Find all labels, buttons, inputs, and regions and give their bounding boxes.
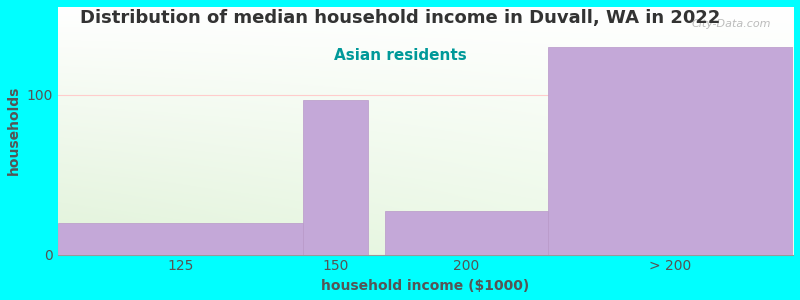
- Y-axis label: households: households: [7, 86, 21, 176]
- Text: Asian residents: Asian residents: [334, 48, 466, 63]
- Bar: [303, 100, 368, 255]
- Bar: [548, 47, 793, 255]
- X-axis label: household income ($1000): household income ($1000): [322, 279, 530, 293]
- Bar: [385, 212, 548, 255]
- Text: City-Data.com: City-Data.com: [691, 19, 771, 29]
- Text: Distribution of median household income in Duvall, WA in 2022: Distribution of median household income …: [80, 9, 720, 27]
- Bar: [58, 223, 303, 255]
